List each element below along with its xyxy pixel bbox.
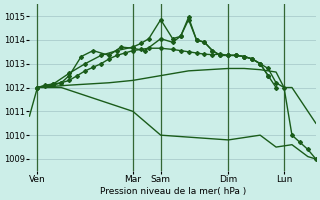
X-axis label: Pression niveau de la mer( hPa ): Pression niveau de la mer( hPa ) (100, 187, 246, 196)
